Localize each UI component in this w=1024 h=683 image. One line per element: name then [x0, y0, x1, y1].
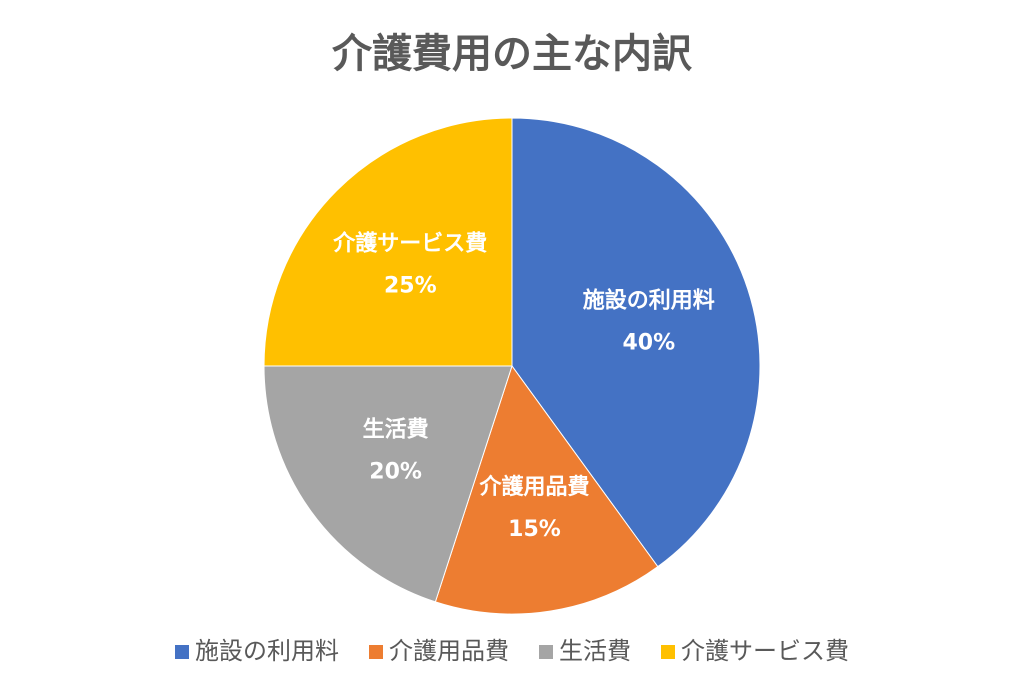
slice-category-label: 施設の利用料 — [583, 288, 715, 314]
legend: 施設の利用料 介護用品費 生活費 介護サービス費 — [175, 637, 849, 665]
pie-slice — [263, 365, 513, 603]
legend-swatch — [369, 645, 383, 659]
legend-swatch — [661, 645, 675, 659]
legend-label: 介護用品費 — [389, 637, 509, 665]
pie-slice — [263, 117, 513, 367]
slice-category-label: 生活費 — [363, 418, 429, 443]
legend-label: 生活費 — [559, 637, 631, 665]
pie-slice — [434, 364, 659, 615]
slice-value-label: 25% — [384, 273, 437, 298]
slice-value-label: 40% — [622, 331, 675, 356]
pie — [263, 117, 761, 615]
slice-category-label: 介護サービス費 — [332, 230, 487, 256]
legend-swatch — [539, 645, 553, 659]
legend-label: 施設の利用料 — [195, 637, 339, 665]
chart-title: 介護費用の主な内訳 — [332, 31, 693, 77]
slice-value-label: 15% — [508, 517, 561, 542]
slice-labels: 施設の利用料 40% 介護用品費 15% 生活費 20% 介護サービス費 25% — [332, 230, 715, 542]
slice-category-label: 介護用品費 — [478, 474, 589, 500]
slice-value-label: 20% — [369, 460, 422, 485]
legend-label: 介護サービス費 — [681, 637, 849, 665]
pie-slice — [511, 117, 761, 568]
legend-swatch — [175, 645, 189, 659]
